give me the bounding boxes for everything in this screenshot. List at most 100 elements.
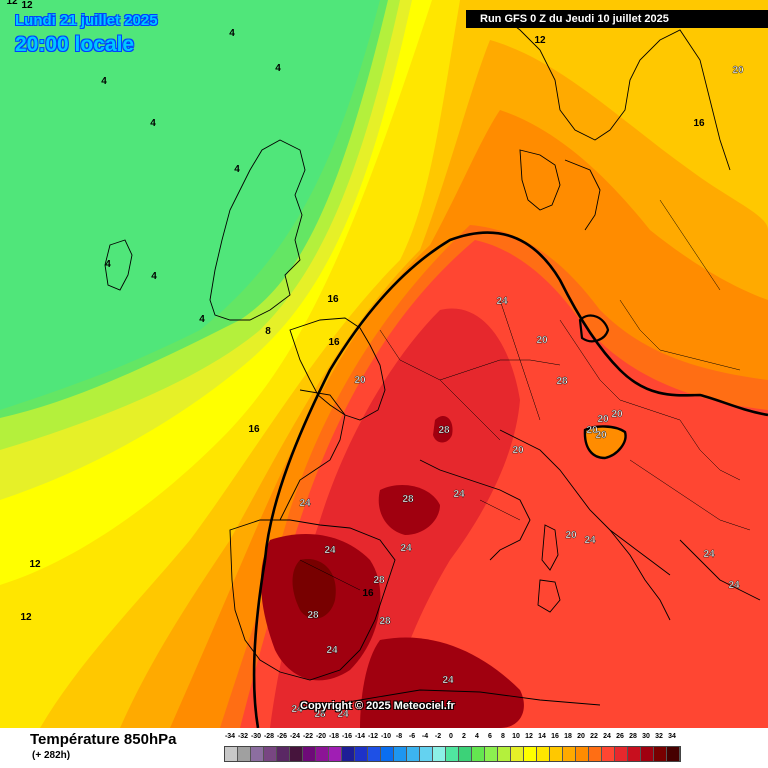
isotherm-bold-line <box>263 231 768 561</box>
scale-swatch <box>576 747 589 761</box>
scale-label: -34 <box>224 733 236 740</box>
date-title: Lundi 21 juillet 2025 <box>15 12 158 29</box>
contour-label: 4 <box>150 118 156 129</box>
contour-label: 24 <box>496 296 508 307</box>
contour-label: 4 <box>101 76 107 87</box>
contour-label: 12 <box>29 559 41 570</box>
scale-swatch <box>550 747 563 761</box>
scale-swatch <box>537 747 550 761</box>
scale-swatch <box>667 747 680 761</box>
contour-label: 12 <box>6 0 18 7</box>
scale-label: -26 <box>276 733 288 740</box>
contour-label: 24 <box>337 709 349 720</box>
scale-label: 4 <box>475 733 479 740</box>
isotherm-28-core-north <box>433 415 453 443</box>
scale-label: 12 <box>525 733 533 740</box>
scale-label: -16 <box>341 733 353 740</box>
contour-label: 12 <box>21 0 33 11</box>
contour-label: 20 <box>595 430 607 441</box>
scale-swatch <box>251 747 264 761</box>
contour-label: 12 <box>20 612 32 623</box>
isotherm-28-core-france <box>378 485 440 535</box>
isotherm-28-core-south <box>360 637 524 728</box>
scale-label: -32 <box>237 733 249 740</box>
scale-label: 32 <box>655 733 663 740</box>
alps-cold-pocket <box>583 425 627 460</box>
cool-air-region <box>0 0 380 410</box>
contour-label: 8 <box>265 326 271 337</box>
coastlines <box>104 14 761 711</box>
scale-label: 20 <box>577 733 585 740</box>
scale-label: 2 <box>462 733 466 740</box>
contour-label: 4 <box>229 28 235 39</box>
scale-swatch <box>368 747 381 761</box>
country-borders <box>299 199 751 591</box>
scale-swatch <box>290 747 303 761</box>
scale-swatch <box>342 747 355 761</box>
contour-label: 24 <box>400 543 412 554</box>
scale-swatch <box>628 747 641 761</box>
contour-label: 24 <box>703 549 715 560</box>
scale-label: -6 <box>408 733 416 740</box>
contour-label: 16 <box>248 424 260 435</box>
scale-swatch <box>589 747 602 761</box>
contour-label: 24 <box>453 489 465 500</box>
copyright-text: Copyright © 2025 Meteociel.fr <box>300 700 455 712</box>
contour-label: 24 <box>299 498 311 509</box>
contour-label: 20 <box>354 375 366 386</box>
scale-swatch <box>485 747 498 761</box>
contour-label: 4 <box>234 164 240 175</box>
contour-label: 4 <box>105 259 111 270</box>
scale-swatch <box>420 747 433 761</box>
scale-swatch <box>641 747 654 761</box>
scale-label: 14 <box>538 733 546 740</box>
contour-label: 16 <box>362 588 374 599</box>
contour-label: 16 <box>693 118 705 129</box>
contour-label: 24 <box>584 535 596 546</box>
scale-label: 22 <box>590 733 598 740</box>
scale-label: 0 <box>449 733 453 740</box>
scale-label: 24 <box>603 733 611 740</box>
scale-label: -14 <box>354 733 366 740</box>
scale-label: -18 <box>328 733 340 740</box>
scale-swatch <box>225 747 238 761</box>
scale-swatch <box>615 747 628 761</box>
scale-label: 26 <box>616 733 624 740</box>
scale-swatch <box>329 747 342 761</box>
contour-label: 24 <box>326 645 338 656</box>
scale-label: 16 <box>551 733 559 740</box>
scale-swatch <box>277 747 290 761</box>
scale-label: -4 <box>421 733 429 740</box>
scale-label: -24 <box>289 733 301 740</box>
scale-swatch <box>472 747 485 761</box>
scale-swatch <box>238 747 251 761</box>
scale-label: -12 <box>367 733 379 740</box>
contour-label: 28 <box>314 709 326 720</box>
color-scale-bar <box>224 746 681 762</box>
contour-label: 28 <box>373 575 385 586</box>
forecast-lead-time: (+ 282h) <box>32 750 71 761</box>
scale-swatch <box>498 747 511 761</box>
scale-swatch <box>264 747 277 761</box>
scale-swatch <box>446 747 459 761</box>
scale-swatch <box>394 747 407 761</box>
legend-footer: Température 850hPa (+ 282h) -34 -32 -30 -28… <box>0 728 768 768</box>
scale-swatch <box>459 747 472 761</box>
scale-label: -10 <box>380 733 392 740</box>
scale-swatch <box>433 747 446 761</box>
contour-label: 20 <box>586 425 598 436</box>
scale-label: 30 <box>642 733 650 740</box>
scale-label: 6 <box>488 733 492 740</box>
scale-label: 8 <box>501 733 505 740</box>
product-title: Température 850hPa <box>30 731 177 748</box>
scale-swatch <box>524 747 537 761</box>
scale-label: -2 <box>434 733 442 740</box>
scale-label: 34 <box>668 733 676 740</box>
scale-swatch <box>381 747 394 761</box>
contour-label: 20 <box>536 335 548 346</box>
contour-label: 4 <box>275 63 281 74</box>
contour-label: 4 <box>151 271 157 282</box>
scale-label: 28 <box>629 733 637 740</box>
